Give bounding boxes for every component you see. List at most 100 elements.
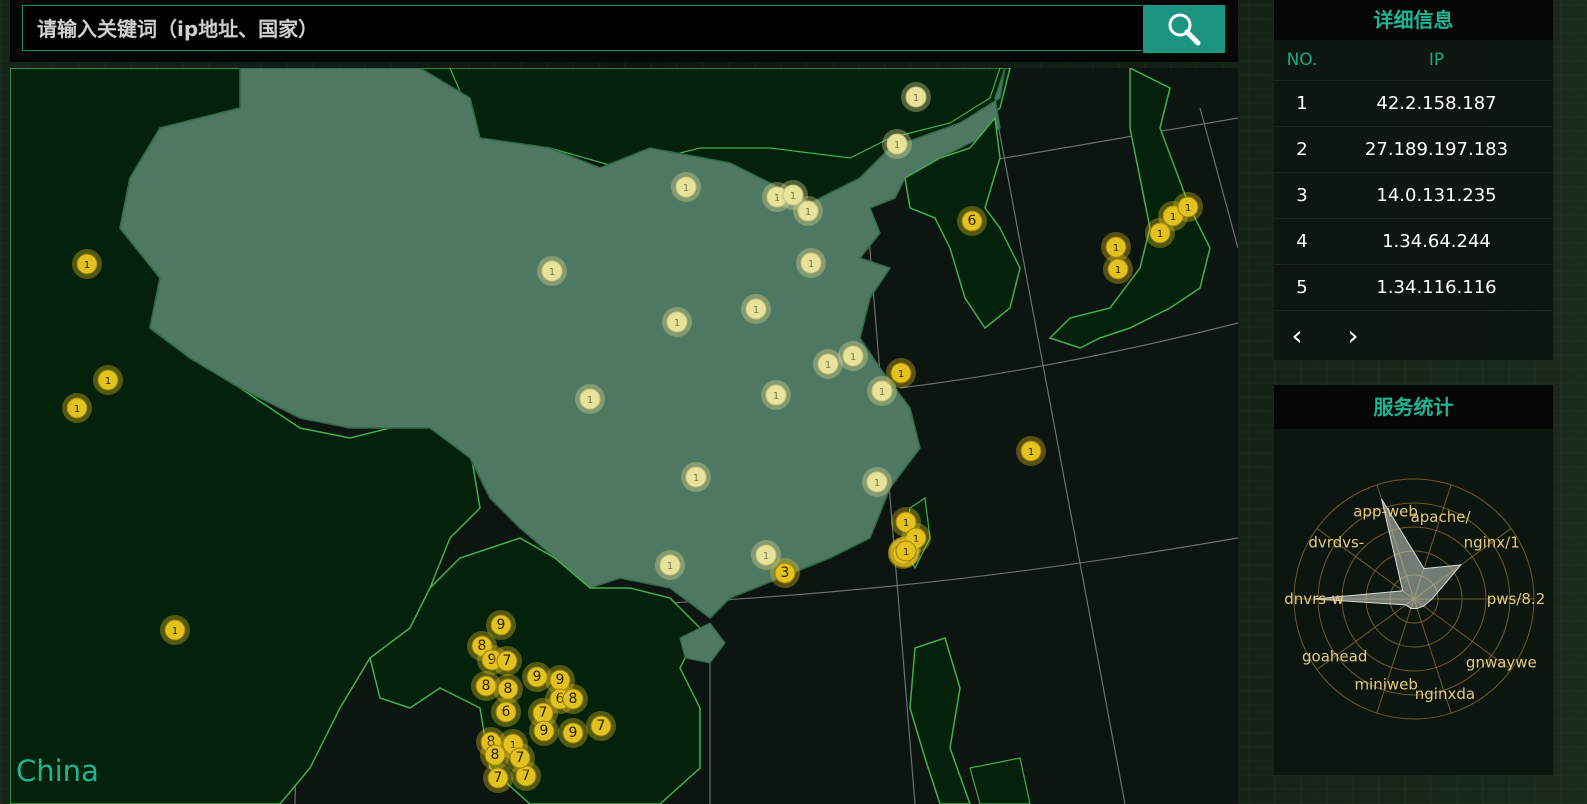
map-marker[interactable]: 1 <box>761 380 791 410</box>
map-marker[interactable]: 1 <box>741 294 771 324</box>
map-marker-count: 8 <box>491 747 500 763</box>
search-button[interactable] <box>1143 5 1225 53</box>
map-canvas: 1111111111111111111111111111611111111139… <box>10 68 1238 804</box>
map-marker-count: 9 <box>556 672 565 688</box>
map-marker-count: 1 <box>790 191 796 202</box>
radar-axis-label: miniweb <box>1354 676 1417 694</box>
map-marker[interactable]: 1 <box>62 393 92 423</box>
map-marker[interactable]: 1 <box>671 172 701 202</box>
map-marker[interactable]: 1 <box>762 182 792 212</box>
table-row[interactable]: 1 42.2.158.187 <box>1274 81 1553 127</box>
map-marker[interactable]: 1 <box>1145 218 1175 248</box>
map-marker[interactable]: 9 <box>545 665 575 695</box>
map-marker[interactable]: 8 <box>558 684 588 714</box>
map-marker[interactable]: 1 <box>662 307 692 337</box>
radar-axis-label: app-web <box>1353 503 1418 521</box>
map-marker[interactable]: 7 <box>528 698 558 728</box>
map-marker[interactable]: 8 <box>471 671 501 701</box>
service-stats-title: 服务统计 <box>1274 385 1553 429</box>
map-marker[interactable]: 1 <box>862 467 892 497</box>
map-marker[interactable]: 1 <box>882 129 912 159</box>
map-marker[interactable]: 1 <box>1016 436 1046 466</box>
map-marker-count: 7 <box>516 750 525 766</box>
row-ip: 14.0.131.235 <box>1376 185 1497 206</box>
pager: ‹ › <box>1274 319 1553 352</box>
radar-axis-label: nginx/1 <box>1464 534 1520 552</box>
map-marker-count: 7 <box>522 768 531 784</box>
map-marker[interactable]: 1 <box>655 550 685 580</box>
map-marker-count: 1 <box>874 478 880 489</box>
map-marker[interactable]: 1 <box>793 196 823 226</box>
map-marker[interactable]: 1 <box>813 349 843 379</box>
map-marker[interactable]: 7 <box>483 763 513 793</box>
map-marker[interactable]: 1 <box>575 384 605 414</box>
map-marker[interactable]: 9 <box>522 662 552 692</box>
map-marker[interactable]: 8 <box>493 674 523 704</box>
map-marker[interactable]: 1 <box>751 540 781 570</box>
map-marker[interactable]: 3 <box>770 558 800 588</box>
map-marker[interactable]: 1 <box>901 82 931 112</box>
map-marker-count: 1 <box>753 305 759 316</box>
map-marker[interactable]: 7 <box>492 646 522 676</box>
radar-axis-label: pws/8.2 <box>1487 590 1546 608</box>
map-region-label: China <box>16 754 99 788</box>
map-marker[interactable]: 7 <box>511 761 541 791</box>
map-marker-count: 1 <box>805 207 811 218</box>
table-row[interactable]: 2 27.189.197.183 <box>1274 127 1553 173</box>
map-marker[interactable]: 8 <box>480 740 510 770</box>
map-marker[interactable]: 1 <box>93 365 123 395</box>
map-marker-count: 8 <box>478 638 487 654</box>
map-marker-count: 9 <box>497 617 506 633</box>
map-marker-count: 7 <box>539 705 548 721</box>
next-page-button[interactable]: › <box>1347 319 1359 352</box>
map-marker[interactable]: 9 <box>529 716 559 746</box>
map-marker-count: 1 <box>898 369 904 380</box>
row-ip: 1.34.64.244 <box>1382 231 1491 252</box>
map-marker[interactable]: 1 <box>778 180 808 210</box>
table-row[interactable]: 4 1.34.64.244 <box>1274 219 1553 265</box>
map-marker[interactable]: 1 <box>838 341 868 371</box>
map-marker[interactable]: 1 <box>681 462 711 492</box>
map-marker-count: 1 <box>587 395 593 406</box>
map-marker[interactable]: 1 <box>796 248 826 278</box>
map-marker-count: 1 <box>894 140 900 151</box>
map-marker-count: 1 <box>510 740 516 751</box>
map-marker[interactable]: 1 <box>1173 192 1203 222</box>
map-marker[interactable]: 1 <box>72 249 102 279</box>
row-no: 4 <box>1296 231 1308 252</box>
map-marker[interactable]: 7 <box>586 711 616 741</box>
map-marker-count: 1 <box>913 93 919 104</box>
map-marker[interactable]: 9 <box>558 718 588 748</box>
map-marker-count: 1 <box>693 473 699 484</box>
map-marker-count: 1 <box>903 518 909 529</box>
map-marker-count: 7 <box>503 653 512 669</box>
map-marker-count: 1 <box>913 534 919 545</box>
map-marker-count: 1 <box>1115 265 1121 276</box>
search-input[interactable]: 请输入关键词（ip地址、国家） <box>22 5 1142 51</box>
map-marker-count: 1 <box>774 193 780 204</box>
table-row[interactable]: 5 1.34.116.116 <box>1274 265 1553 311</box>
map-marker[interactable]: 1 <box>886 358 916 388</box>
prev-page-button[interactable]: ‹ <box>1291 319 1303 352</box>
map-marker-count: 8 <box>487 734 496 750</box>
map-marker[interactable]: 1 <box>1103 254 1133 284</box>
map-marker-count: 1 <box>667 561 673 572</box>
map-marker[interactable]: 1 <box>537 256 567 286</box>
map-marker[interactable]: 1 <box>891 536 921 566</box>
map-marker-count: 1 <box>683 183 689 194</box>
map-marker-count: 6 <box>968 213 977 229</box>
map-marker[interactable]: 1 <box>160 615 190 645</box>
map-marker[interactable]: 6 <box>957 206 987 236</box>
map-marker[interactable]: 7 <box>505 743 535 773</box>
map-marker[interactable]: 9 <box>486 610 516 640</box>
map-marker[interactable]: 6 <box>491 697 521 727</box>
map-marker-count: 7 <box>494 770 503 786</box>
map-marker[interactable]: 1 <box>1101 232 1131 262</box>
world-map[interactable]: 1111111111111111111111111111611111111139… <box>10 68 1238 804</box>
map-marker-count: 1 <box>105 376 111 387</box>
map-marker-count: 7 <box>597 718 606 734</box>
table-row[interactable]: 3 14.0.131.235 <box>1274 173 1553 219</box>
service-radar-chart: apache/nginx/1 pws/8.2 gnwaywe nginxdaminiw… <box>1284 478 1546 720</box>
map-marker[interactable]: 1 <box>867 376 897 406</box>
row-no: 2 <box>1296 139 1308 160</box>
